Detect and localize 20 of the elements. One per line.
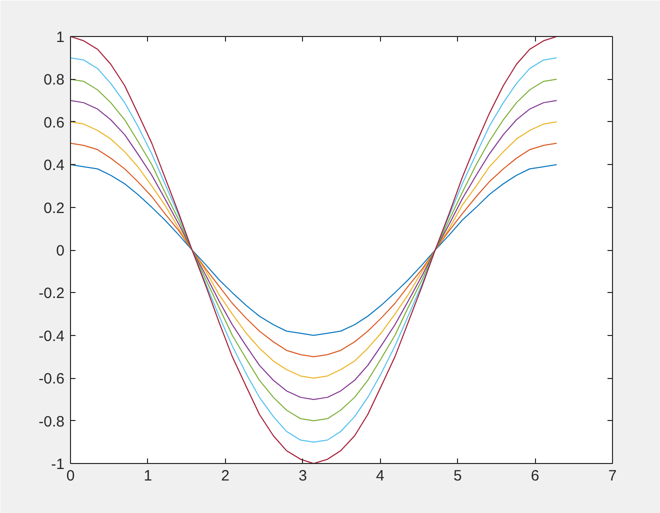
x-tick-label: 1 [144, 468, 152, 484]
y-tick-label: 0.8 [44, 72, 65, 89]
y-tick-label: -0.6 [38, 370, 65, 388]
y-tick-label: -0.8 [38, 413, 65, 430]
x-tick-label: 5 [453, 468, 462, 484]
x-tick-label: 6 [530, 468, 540, 484]
y-tick-label: 1 [56, 29, 64, 46]
line-series [70, 142, 558, 358]
y-tick-label: -0.2 [38, 285, 65, 302]
line-series [70, 164, 558, 336]
x-tick-label: 3 [298, 468, 307, 484]
y-tick-label: -0.4 [38, 328, 65, 345]
y-tick-label: 0.4 [44, 157, 65, 174]
y-tick-label: 0 [56, 242, 64, 260]
x-tick-label: 7 [608, 468, 617, 484]
y-tick-label: 0.2 [44, 200, 65, 217]
y-tick-label: -1 [51, 456, 65, 473]
x-tick-label: 4 [376, 468, 384, 484]
y-tick-label: 0.6 [44, 114, 65, 132]
x-tick-label: 2 [221, 468, 230, 484]
